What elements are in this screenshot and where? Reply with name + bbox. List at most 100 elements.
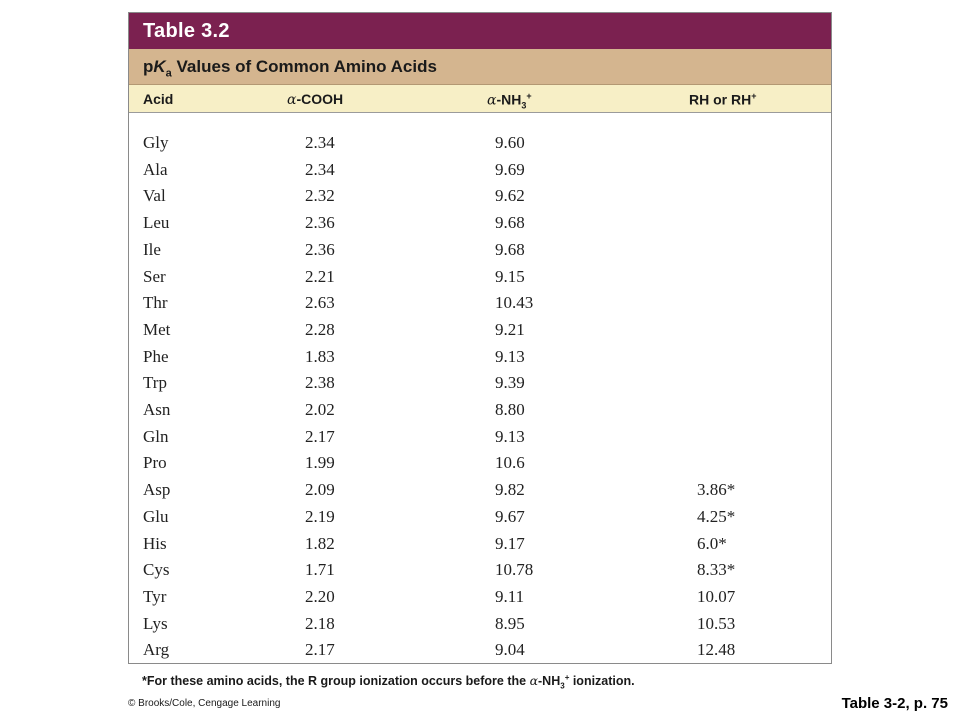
cell-rh: 10.07 [697,586,736,606]
cell-cooh: 1.71 [305,560,335,580]
header-cooh-rest: -COOH [296,91,344,107]
subtitle-k: K [153,57,166,76]
header-rh: RH or RH+ [689,91,757,108]
column-header-row: Acid α-COOH α-NH3+ RH or RH+ [129,85,831,113]
cell-nh3: 9.21 [495,319,525,339]
cell-cooh: 2.28 [305,319,335,339]
cell-cooh: 2.19 [305,506,335,526]
cell-cooh: 2.18 [305,613,335,633]
footnote-sub: 3 [560,681,565,691]
cell-nh3: 9.39 [495,373,525,393]
cell-acid: Cys [143,560,170,580]
cell-cooh: 2.34 [305,159,335,179]
table-row: Glu 2.19 9.67 4.25* [129,507,831,534]
footnote-greek: α [529,673,539,689]
cell-nh3: 9.68 [495,239,525,259]
cell-nh3: 10.6 [495,453,525,473]
header-nh3-greek: α [487,92,497,109]
cell-nh3: 9.68 [495,213,525,233]
cell-rh: 10.53 [697,613,736,633]
cell-acid: Met [143,319,171,339]
subtitle-sub: a [165,67,172,80]
cell-acid: Arg [143,640,170,660]
cell-acid: Pro [143,453,167,473]
table-row: His 1.82 9.17 6.0* [129,534,831,561]
table-row: Gly 2.34 9.60 [129,133,831,160]
table-row: Cys 1.71 10.78 8.33* [129,560,831,587]
cell-nh3: 9.60 [495,133,525,152]
header-alpha-cooh: α-COOH [287,91,343,108]
cell-rh: 12.48 [697,640,736,660]
cell-cooh: 2.09 [305,480,335,500]
cell-cooh: 1.99 [305,453,335,473]
table-row: Phe 1.83 9.13 [129,347,831,374]
cell-nh3: 10.78 [495,560,534,580]
cell-acid: Glu [143,506,169,526]
cell-nh3: 10.43 [495,293,534,313]
header-alpha-nh3: α-NH3+ [487,91,532,110]
subtitle-rest: Values of Common Amino Acids [171,57,437,76]
table-row: Ser 2.21 9.15 [129,267,831,294]
table-row: Gln 2.17 9.13 [129,427,831,454]
cell-acid: Lys [143,613,168,633]
table-row: Lys 2.18 8.95 10.53 [129,614,831,641]
cell-rh: 6.0* [697,533,727,553]
cell-cooh: 2.36 [305,239,335,259]
footnote: *For these amino acids, the R group ioni… [142,673,635,691]
table-row: Met 2.28 9.21 [129,320,831,347]
table-row: Val 2.32 9.62 [129,186,831,213]
cell-rh: 4.25* [697,506,736,526]
copyright-text: © Brooks/Cole, Cengage Learning [128,698,281,709]
table-number: Table 3.2 [129,13,831,49]
header-cooh-greek: α [287,92,297,108]
table-row: Asp 2.09 9.82 3.86* [129,480,831,507]
cell-cooh: 1.83 [305,346,335,366]
header-acid: Acid [143,91,174,107]
cell-nh3: 9.69 [495,159,525,179]
header-rh-text: RH or RH [689,91,752,108]
cell-acid: Ala [143,159,168,179]
cell-cooh: 2.02 [305,400,335,419]
table-row: Ile 2.36 9.68 [129,240,831,267]
cell-nh3: 9.17 [495,533,525,553]
cell-cooh: 2.36 [305,213,335,233]
header-nh3-sub: 3 [521,100,527,111]
cell-rh: 8.33* [697,560,736,580]
cell-nh3: 9.13 [495,426,525,446]
amino-acid-pka-table: Table 3.2 pKa Values of Common Amino Aci… [128,12,832,664]
cell-acid: Gly [143,133,169,152]
cell-acid: Trp [143,373,167,393]
header-nh3-sup: + [526,91,532,101]
footnote-mid: -NH [538,674,561,689]
cell-acid: Leu [143,213,170,233]
cell-cooh: 2.21 [305,266,335,286]
table-subtitle: pKa Values of Common Amino Acids [129,49,831,85]
footnote-after: ionization. [569,674,635,689]
cell-acid: Gln [143,426,169,446]
cell-acid: Tyr [143,586,167,606]
cell-nh3: 9.13 [495,346,525,366]
cell-cooh: 2.38 [305,373,335,393]
cell-cooh: 2.17 [305,640,335,660]
cell-acid: Val [143,186,166,206]
cell-nh3: 9.04 [495,640,525,660]
footnote-sup: + [564,673,570,682]
cell-acid: His [143,533,167,553]
header-nh3-rest: -NH [496,91,522,108]
cell-nh3: 9.15 [495,266,525,286]
cell-nh3: 9.11 [495,586,525,606]
cell-nh3: 9.67 [495,506,525,526]
cell-acid: Ile [143,239,161,259]
cell-cooh: 2.17 [305,426,335,446]
cell-nh3: 9.62 [495,186,525,206]
cell-nh3: 8.80 [495,400,525,419]
cell-acid: Asn [143,400,171,419]
cell-acid: Thr [143,293,168,313]
cell-rh: 3.86* [697,480,736,500]
table-row: Leu 2.36 9.68 [129,213,831,240]
cell-cooh: 2.34 [305,133,335,152]
cell-acid: Ser [143,266,166,286]
header-rh-sup: + [751,91,757,101]
cell-nh3: 9.82 [495,480,525,500]
cell-cooh: 2.32 [305,186,335,206]
